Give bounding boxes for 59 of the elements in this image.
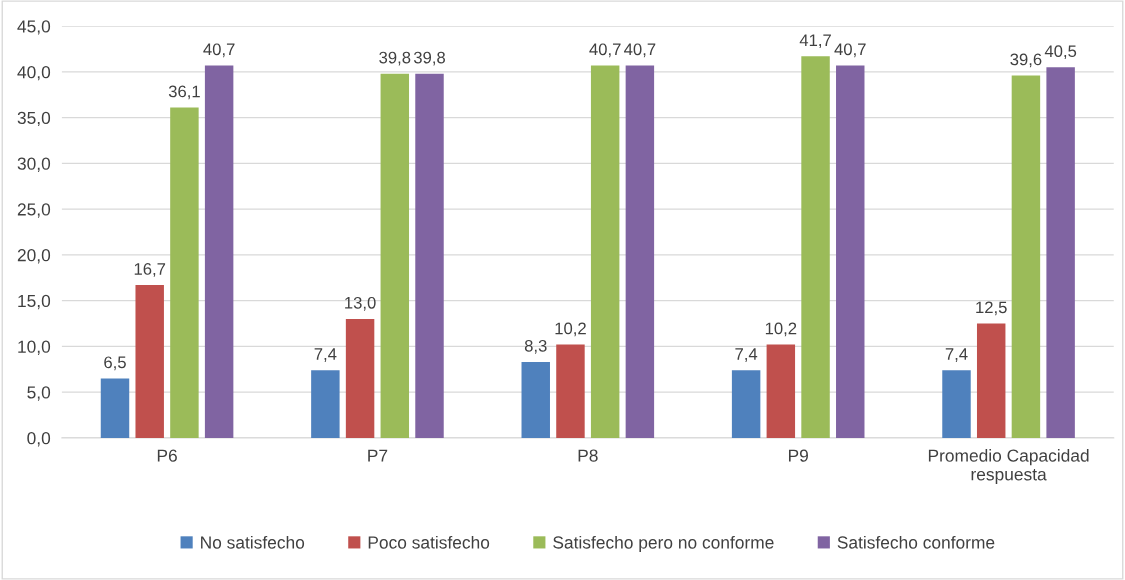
data-label: 40,7 (203, 43, 235, 58)
bar (380, 73, 410, 438)
data-label: 36,1 (168, 85, 200, 100)
y-tick-label: 20,0 (17, 249, 51, 264)
y-tick-label: 25,0 (17, 203, 51, 218)
y-tick-label: 35,0 (17, 111, 51, 127)
bar (311, 370, 340, 438)
data-label: 6,5 (104, 356, 126, 371)
data-label: 40,7 (624, 43, 656, 58)
y-tick-label: 45,0 (17, 20, 51, 35)
y-tick-label: 30,0 (17, 157, 51, 172)
y-tick-label: 5,0 (27, 386, 51, 401)
data-label: 8,3 (524, 339, 547, 354)
x-tick-label: P8 (578, 449, 598, 462)
bar (100, 378, 130, 438)
data-label: 40,7 (834, 43, 866, 58)
data-label: 12,5 (976, 301, 1007, 316)
bar (204, 65, 234, 438)
x-tick-label: P6 (157, 449, 177, 462)
bar (135, 285, 164, 438)
data-label: 7,4 (945, 348, 968, 362)
legend-label: No satisfecho (201, 535, 305, 549)
bar (415, 73, 444, 438)
bar (801, 56, 830, 438)
bar (170, 107, 199, 438)
legend-label: Poco satisfecho (368, 535, 490, 549)
y-tick-label: 10,0 (18, 340, 51, 355)
bar (345, 318, 375, 438)
x-tick-label: P9 (788, 449, 808, 462)
bar (1011, 75, 1041, 438)
data-label: 39,8 (413, 51, 445, 66)
x-tick-label: P7 (368, 449, 388, 462)
bar (976, 323, 1006, 438)
x-tick-label: Promedio Capacidad respuesta (928, 449, 1089, 484)
bar (836, 65, 865, 438)
data-label: 40,7 (589, 43, 621, 58)
data-label: 39,8 (379, 51, 411, 66)
bar (942, 370, 971, 438)
bar (731, 370, 761, 438)
bar (766, 344, 796, 438)
bar (590, 65, 620, 438)
legend-label: Satisfecho conforme (837, 535, 995, 549)
bar (1046, 67, 1075, 438)
y-tick-label: 40,0 (17, 66, 51, 81)
bar (521, 361, 550, 438)
data-label: 41,7 (799, 34, 831, 49)
data-label: 7,4 (735, 348, 758, 362)
y-tick-label: 0,0 (27, 432, 51, 447)
data-label: 10,2 (555, 322, 586, 337)
data-label: 7,4 (314, 348, 337, 362)
data-label: 16,7 (134, 263, 166, 277)
data-label: 13,0 (345, 296, 376, 311)
bar (556, 344, 585, 438)
legend-label: Satisfecho pero no conforme (553, 535, 774, 553)
y-tick-label: 15,0 (18, 294, 51, 310)
data-label: 10,2 (765, 322, 797, 337)
bar (625, 65, 655, 438)
data-label: 40,5 (1044, 45, 1077, 60)
data-label: 39,6 (1010, 53, 1042, 68)
